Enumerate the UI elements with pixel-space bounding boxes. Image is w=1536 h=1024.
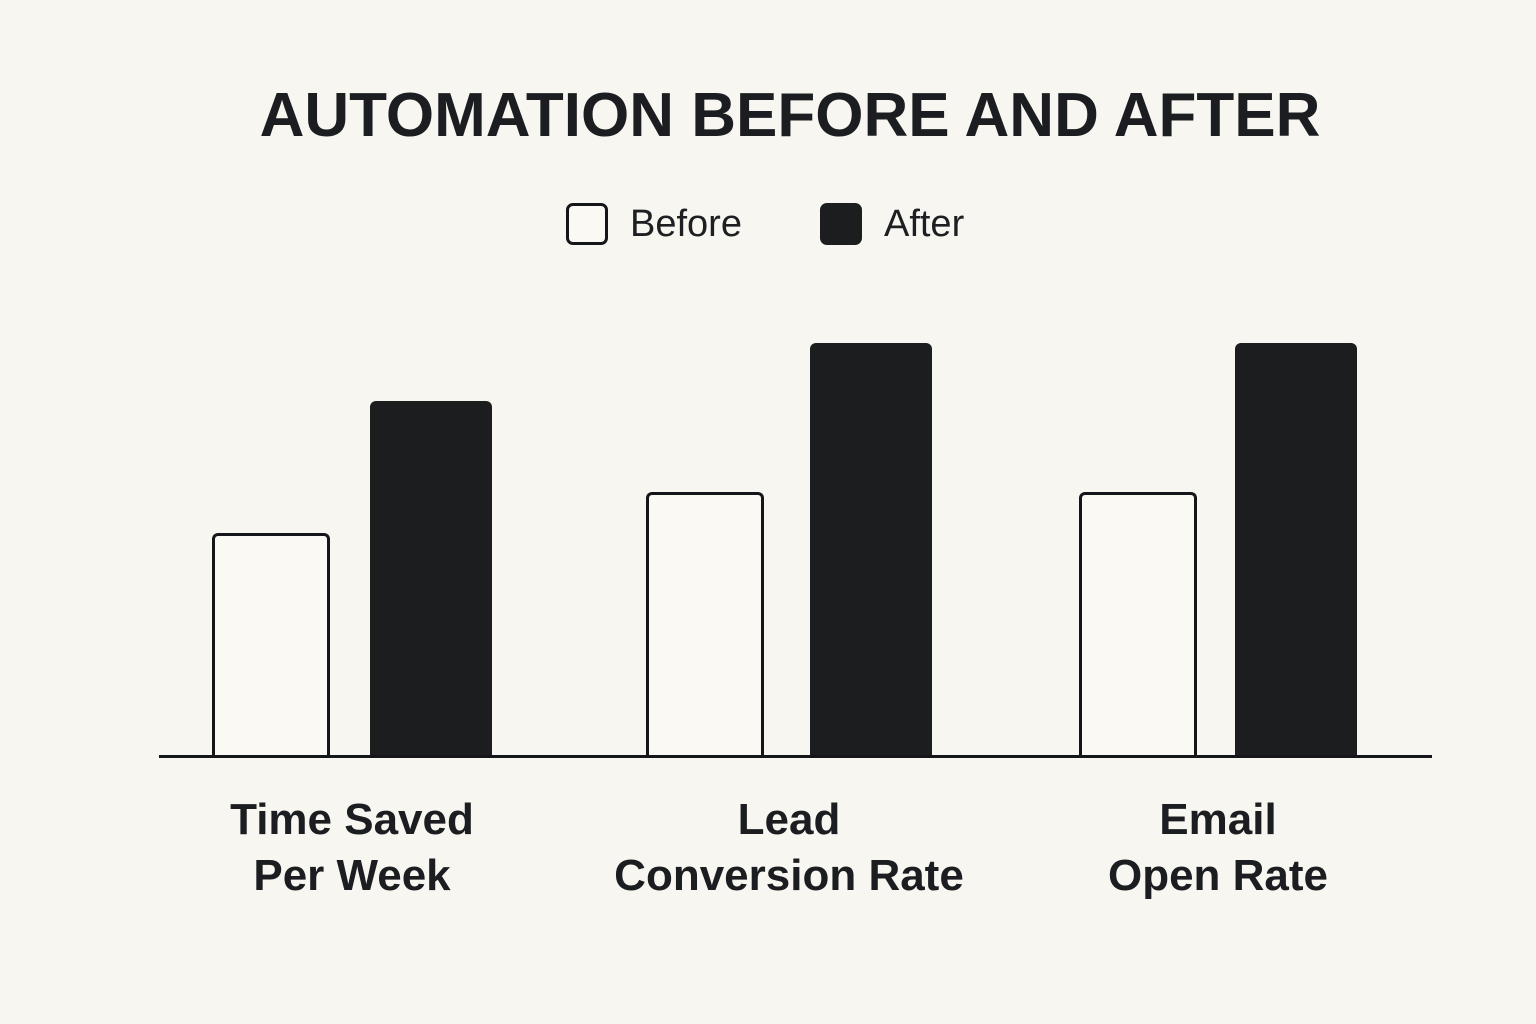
category-label-2: Email Open Rate	[1107, 795, 1329, 900]
before-swatch-icon	[566, 203, 608, 245]
bar-after-2	[1235, 343, 1357, 757]
after-swatch-icon	[819, 203, 862, 245]
bar-after-1	[810, 343, 932, 757]
bar-group-0	[212, 343, 492, 757]
bar-chart-plot	[0, 343, 1536, 757]
bar-before-0	[212, 533, 330, 757]
legend-item-before: Before	[566, 203, 742, 245]
bar-before-1	[646, 492, 764, 757]
x-axis-line	[159, 755, 1432, 758]
legend-label-after: After	[883, 203, 965, 245]
bar-after-0	[370, 401, 492, 757]
chart-title: AUTOMATION BEFORE AND AFTER	[259, 81, 1321, 150]
legend-item-after: After	[819, 203, 965, 245]
legend: Before After	[566, 203, 964, 245]
category-label-0: Time Saved Per Week	[230, 795, 474, 900]
bar-group-1	[646, 343, 932, 757]
category-label-1: Lead Conversion Rate	[614, 795, 964, 900]
bar-group-2	[1079, 343, 1357, 757]
legend-label-before: Before	[630, 203, 742, 245]
bar-before-2	[1079, 492, 1197, 757]
